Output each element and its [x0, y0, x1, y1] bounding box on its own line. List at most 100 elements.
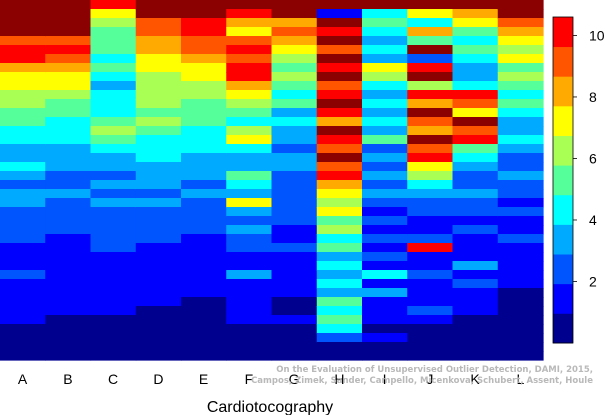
- heatmap-cell: [45, 342, 92, 352]
- heatmap-cell: [181, 333, 227, 343]
- heatmap-cell: [181, 252, 227, 262]
- heatmap-cell: [407, 117, 454, 127]
- heatmap-cell: [271, 153, 318, 163]
- heatmap-cell: [45, 216, 92, 226]
- colorbar-segment: [553, 283, 573, 314]
- heatmap-cell: [181, 243, 227, 253]
- heatmap-cell: [452, 90, 499, 100]
- heatmap-cell: [90, 243, 137, 253]
- heatmap-cell: [226, 315, 273, 325]
- heatmap-cell: [316, 306, 363, 316]
- heatmap-cell: [407, 252, 454, 262]
- heatmap-cell: [0, 342, 46, 352]
- heatmap-cell: [362, 18, 408, 28]
- heatmap-cell: [316, 126, 363, 136]
- heatmap-cell: [45, 189, 92, 199]
- heatmap-cell: [271, 315, 318, 325]
- heatmap-cell: [0, 162, 46, 172]
- heatmap-cell: [226, 306, 273, 316]
- heatmap-cell: [271, 216, 318, 226]
- heatmap-cell: [452, 117, 499, 127]
- heatmap-cell: [0, 117, 46, 127]
- x-tick-label: H: [334, 371, 344, 387]
- heatmap-cell: [362, 288, 408, 298]
- heatmap-cell: [452, 36, 499, 46]
- heatmap-cell: [452, 306, 499, 316]
- heatmap-cell: [497, 9, 544, 19]
- heatmap-cell: [90, 108, 137, 118]
- heatmap-cell: [497, 279, 544, 289]
- x-tick-label: E: [199, 371, 208, 387]
- heatmap-cell: [362, 9, 408, 19]
- heatmap-cell: [0, 54, 46, 64]
- x-tick-label: I: [383, 371, 387, 387]
- heatmap-cell: [90, 153, 137, 163]
- heatmap-cell: [226, 54, 273, 64]
- colorbar-segment: [553, 105, 573, 136]
- heatmap-cell: [271, 333, 318, 343]
- heatmap-cell: [407, 324, 454, 334]
- heatmap-cell: [226, 18, 273, 28]
- heatmap-cell: [90, 207, 137, 217]
- heatmap-cell: [45, 135, 92, 145]
- heatmap-cell: [0, 27, 46, 37]
- heatmap-cell: [497, 144, 544, 154]
- heatmap-cell: [135, 198, 182, 208]
- heatmap-cell: [497, 207, 544, 217]
- heatmap-cell: [135, 99, 182, 109]
- heatmap-cell: [135, 342, 182, 352]
- heatmap-cell: [452, 135, 499, 145]
- heatmap-cell: [452, 144, 499, 154]
- heatmap-cell: [181, 207, 227, 217]
- heatmap-cell: [135, 315, 182, 325]
- heatmap-cell: [135, 189, 182, 199]
- heatmap-cell: [181, 45, 227, 55]
- heatmap-cell: [407, 153, 454, 163]
- colorbar-tick-label: 8: [589, 89, 597, 105]
- heatmap-cell: [0, 261, 46, 271]
- heatmap-cell: [362, 270, 408, 280]
- heatmap-cell: [181, 189, 227, 199]
- heatmap-area: [0, 0, 544, 361]
- heatmap-cell: [407, 315, 454, 325]
- heatmap-cell: [45, 108, 92, 118]
- heatmap-cell: [316, 117, 363, 127]
- heatmap-cell: [226, 99, 273, 109]
- heatmap-cell: [362, 45, 408, 55]
- heatmap-cell: [90, 351, 137, 361]
- heatmap-cell: [452, 54, 499, 64]
- heatmap-cell: [407, 162, 454, 172]
- heatmap-cell: [407, 189, 454, 199]
- heatmap-cell: [497, 126, 544, 136]
- heatmap-cell: [135, 90, 182, 100]
- heatmap-cell: [135, 180, 182, 190]
- heatmap-column-A: [0, 0, 46, 361]
- heatmap-cell: [452, 180, 499, 190]
- heatmap-cell: [90, 162, 137, 172]
- heatmap-cell: [45, 207, 92, 217]
- heatmap-cell: [0, 306, 46, 316]
- heatmap-cell: [316, 288, 363, 298]
- x-tick-label: G: [289, 371, 300, 387]
- heatmap-cell: [452, 297, 499, 307]
- heatmap-cell: [226, 189, 273, 199]
- heatmap-cell: [362, 342, 408, 352]
- colorbar-tick-label: 10: [589, 27, 605, 43]
- heatmap-cell: [497, 54, 544, 64]
- heatmap-cell: [362, 234, 408, 244]
- heatmap-cell: [362, 90, 408, 100]
- heatmap-cell: [0, 189, 46, 199]
- heatmap-cell: [226, 171, 273, 181]
- heatmap-cell: [135, 306, 182, 316]
- heatmap-cell: [316, 351, 363, 361]
- heatmap-cell: [0, 225, 46, 235]
- heatmap-cell: [497, 108, 544, 118]
- heatmap-cell: [407, 225, 454, 235]
- heatmap-cell: [135, 243, 182, 253]
- heatmap-cell: [452, 72, 499, 82]
- heatmap-cell: [45, 270, 92, 280]
- heatmap-cell: [45, 81, 92, 91]
- heatmap-cell: [271, 252, 318, 262]
- heatmap-cell: [90, 288, 137, 298]
